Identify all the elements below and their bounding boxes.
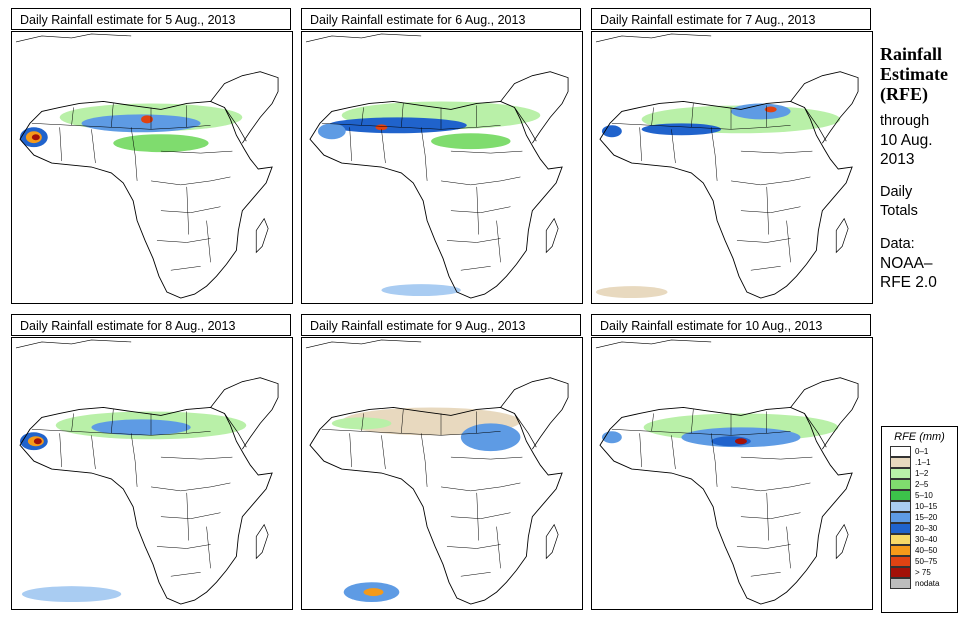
source-line2: RFE 2.0 [880,274,937,291]
rainfall-map [591,337,873,610]
legend-item: 2–5 [882,479,957,490]
legend-item: 20–30 [882,523,957,534]
legend-item: 10–15 [882,501,957,512]
panel-title: Daily Rainfall estimate for 10 Aug., 201… [591,314,871,336]
panel-aug-7: Daily Rainfall estimate for 7 Aug., 2013 [591,8,873,304]
map-svg [15,33,279,299]
country-borders [15,33,279,299]
date-line2: 2013 [880,151,915,168]
panel-aug-9: Daily Rainfall estimate for 9 Aug., 2013 [301,314,583,610]
country-borders [15,339,279,605]
legend-label: 5–10 [915,491,933,500]
map-svg [15,339,279,605]
legend-rows: 0–1 .1–1 1–2 2–5 5–10 10–15 15–20 20–30 30–40 40–… [882,446,957,589]
legend-swatch [890,578,911,589]
legend-item: 1–2 [882,468,957,479]
legend-item: 15–20 [882,512,957,523]
legend-label: 15–20 [915,513,938,522]
panel-aug-6: Daily Rainfall estimate for 6 Aug., 2013 [301,8,583,304]
sidebar-title-line1: Rainfall [880,44,943,64]
legend-item: nodata [882,578,957,589]
legend-label: > 75 [915,568,931,577]
map-svg [595,339,859,605]
panel-aug-8: Daily Rainfall estimate for 8 Aug., 2013 [11,314,293,610]
legend-label: 50–75 [915,557,938,566]
legend-label: 20–30 [915,524,938,533]
rainfall-map [11,337,293,610]
legend-swatch [890,523,911,534]
legend-swatch [890,534,911,545]
panel-title: Daily Rainfall estimate for 8 Aug., 2013 [11,314,291,336]
daily-line2: Totals [880,203,918,219]
daily-line1: Daily [880,184,913,200]
legend-swatch [890,446,911,457]
legend-swatch [890,501,911,512]
sidebar-title-line3: (RFE) [880,84,928,104]
legend-item: .1–1 [882,457,957,468]
legend-swatch [890,490,911,501]
legend-title: RFE (mm) [894,431,945,443]
rainfall-legend: RFE (mm) 0–1 .1–1 1–2 2–5 5–10 10–15 15–20 20–3… [881,426,958,613]
rainfall-overlay [596,103,841,299]
legend-swatch [890,468,911,479]
sidebar-info: Rainfall Estimate (RFE) through 10 Aug. … [880,44,966,292]
country-borders [595,339,859,605]
country-borders [305,339,569,605]
map-svg [595,33,859,299]
source-line1: NOAA– [880,255,933,272]
legend-label: 40–50 [915,546,938,555]
legend-swatch [890,457,911,468]
legend-item: 50–75 [882,556,957,567]
rainfall-overlay [331,407,521,603]
legend-label: 10–15 [915,502,938,511]
rainfall-map [301,337,583,610]
date-line1: 10 Aug. [880,132,933,149]
legend-item: 40–50 [882,545,957,556]
legend-label: nodata [915,579,940,588]
rainfall-map [301,31,583,304]
legend-item: 0–1 [882,446,957,457]
country-borders [595,33,859,299]
legend-item: > 75 [882,567,957,578]
sidebar-title-line2: Estimate [880,64,948,84]
legend-item: 30–40 [882,534,957,545]
data-label: Data: [880,236,915,252]
rainfall-map [591,31,873,304]
legend-swatch [890,479,911,490]
panel-title: Daily Rainfall estimate for 5 Aug., 2013 [11,8,291,30]
legend-swatch [890,556,911,567]
through-label: through [880,113,930,129]
legend-swatch [890,545,911,556]
panel-title: Daily Rainfall estimate for 6 Aug., 2013 [301,8,581,30]
panel-aug-10: Daily Rainfall estimate for 10 Aug., 201… [591,314,873,610]
rainfall-overlay [317,101,541,297]
panel-title: Daily Rainfall estimate for 7 Aug., 2013 [591,8,871,30]
legend-item: 5–10 [882,490,957,501]
rainfall-map [11,31,293,304]
legend-label: .1–1 [915,458,931,467]
legend-label: 2–5 [915,480,929,489]
legend-swatch [890,512,911,523]
rainfall-overlay [19,103,243,153]
map-svg [305,33,569,299]
rainfall-overlay [601,413,839,448]
legend-label: 1–2 [915,469,929,478]
legend-swatch [890,567,911,578]
panel-aug-5: Daily Rainfall estimate for 5 Aug., 2013 [11,8,293,304]
country-borders [305,33,569,299]
legend-label: 0–1 [915,447,929,456]
legend-label: 30–40 [915,535,938,544]
panel-title: Daily Rainfall estimate for 9 Aug., 2013 [301,314,581,336]
map-svg [305,339,569,605]
